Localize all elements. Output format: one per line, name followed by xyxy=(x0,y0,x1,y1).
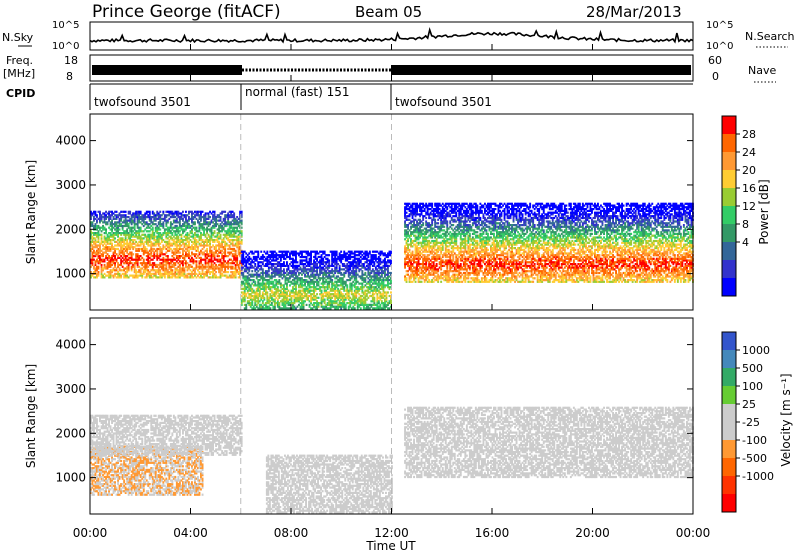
heatmap-cell xyxy=(257,251,259,253)
heatmap-cell xyxy=(224,211,226,213)
heatmap-cell xyxy=(179,252,181,254)
heatmap-cell xyxy=(233,212,235,214)
cpid-segment-1: twofsound 3501 xyxy=(94,95,191,109)
freq-tick-bottom: 8 xyxy=(66,70,73,83)
heatmap-cell xyxy=(99,211,101,213)
cpid-segment-2: normal (fast) 151 xyxy=(245,85,349,99)
heatmap-cell xyxy=(105,228,107,230)
cpid-segment-3: twofsound 3501 xyxy=(395,95,492,109)
date-label: 28/Mar/2013 xyxy=(586,3,682,21)
sky-panel: N.Sky 10^5 10^0 10^5 10^0 N.Search xyxy=(2,20,795,52)
heatmap-cell xyxy=(171,269,173,271)
heatmap-cell xyxy=(254,263,256,265)
heatmap-cell xyxy=(266,291,268,293)
freq-panel: Freq. [MHz] 18 8 60 0 Nave xyxy=(3,54,776,83)
heatmap-cell xyxy=(283,268,285,270)
heatmap-cell xyxy=(263,297,265,299)
power-heatmap-cells xyxy=(90,114,694,310)
heatmap-cell xyxy=(140,227,142,229)
heatmap-cell xyxy=(96,214,98,216)
station-title: Prince George (fitACF) xyxy=(92,2,281,22)
heatmap-cell xyxy=(269,307,271,309)
heatmap-cell xyxy=(159,228,161,230)
heatmap-cell xyxy=(196,260,198,262)
heatmap-cell xyxy=(98,271,100,273)
heatmap-cell xyxy=(101,264,103,266)
heatmap-cell xyxy=(218,255,220,257)
beam-label: Beam 05 xyxy=(355,3,422,21)
heatmap-cell xyxy=(214,211,216,213)
sky-noise-line xyxy=(90,30,693,42)
heatmap-cell xyxy=(235,250,237,252)
heatmap-cell xyxy=(114,237,116,239)
heatmap-cell xyxy=(129,211,131,213)
heatmap-cell xyxy=(98,266,100,268)
heatmap-cell xyxy=(202,211,204,213)
heatmap-cell xyxy=(254,281,256,283)
heatmap-cell xyxy=(260,251,262,253)
heatmap-cell xyxy=(227,271,229,273)
heatmap-cell xyxy=(277,286,279,288)
heatmap-cell xyxy=(220,234,222,236)
freq-tick-top: 18 xyxy=(64,54,78,67)
heatmap-cell xyxy=(266,251,268,253)
freq-bar-seg3 xyxy=(391,65,691,75)
radar-figure: Prince George (fitACF) Beam 05 28/Mar/20… xyxy=(0,0,800,554)
heatmap-cell xyxy=(241,230,243,232)
heatmap-cell xyxy=(167,255,169,257)
sky-tick-top: 10^5 xyxy=(52,20,79,31)
search-tick-bottom: 10^0 xyxy=(706,41,733,52)
heatmap-cell xyxy=(214,230,216,232)
search-label: N.Search xyxy=(745,30,795,43)
heatmap-cell xyxy=(116,211,118,213)
heatmap-cell xyxy=(283,261,285,263)
heatmap-cell xyxy=(209,216,211,218)
heatmap-cell xyxy=(220,216,222,218)
heatmap-cell xyxy=(101,234,103,236)
freq-label-2: [MHz] xyxy=(3,67,35,80)
heatmap-cell xyxy=(149,211,151,213)
search-tick-top: 10^5 xyxy=(706,20,733,31)
nave-tick-bottom: 0 xyxy=(712,70,719,83)
heatmap-cell xyxy=(162,211,164,213)
heatmap-cell xyxy=(185,211,187,213)
cpid-label: CPID xyxy=(6,87,35,100)
heatmap-cell xyxy=(196,227,198,229)
heatmap-cell xyxy=(143,259,145,261)
nave-tick-top: 60 xyxy=(708,54,722,67)
heatmap-cell xyxy=(241,211,243,213)
freq-label-1: Freq. xyxy=(6,54,33,67)
sky-tick-bottom: 10^0 xyxy=(52,41,79,52)
heatmap-cell xyxy=(182,211,184,213)
heatmap-cell xyxy=(152,227,154,229)
freq-bar-seg1 xyxy=(92,65,242,75)
heatmap-cell xyxy=(194,221,196,223)
heatmap-cell xyxy=(159,211,161,213)
heatmap-cell xyxy=(125,211,127,213)
heatmap-cell xyxy=(111,243,113,245)
cpid-row: CPID twofsound 3501 normal (fast) 151 tw… xyxy=(6,84,693,110)
heatmap-cell xyxy=(215,271,217,273)
heatmap-cell xyxy=(251,270,253,272)
heatmap-cell xyxy=(132,253,134,255)
heatmap-cell xyxy=(278,279,280,281)
heatmap-cell xyxy=(206,248,208,250)
heatmap-cell xyxy=(146,248,148,250)
heatmap-cell xyxy=(262,268,264,270)
heatmap-cell xyxy=(95,211,97,213)
heatmap-cell xyxy=(119,228,121,230)
nave-label: Nave xyxy=(748,64,776,77)
sky-label: N.Sky xyxy=(2,31,34,44)
heatmap-cell xyxy=(140,211,142,213)
